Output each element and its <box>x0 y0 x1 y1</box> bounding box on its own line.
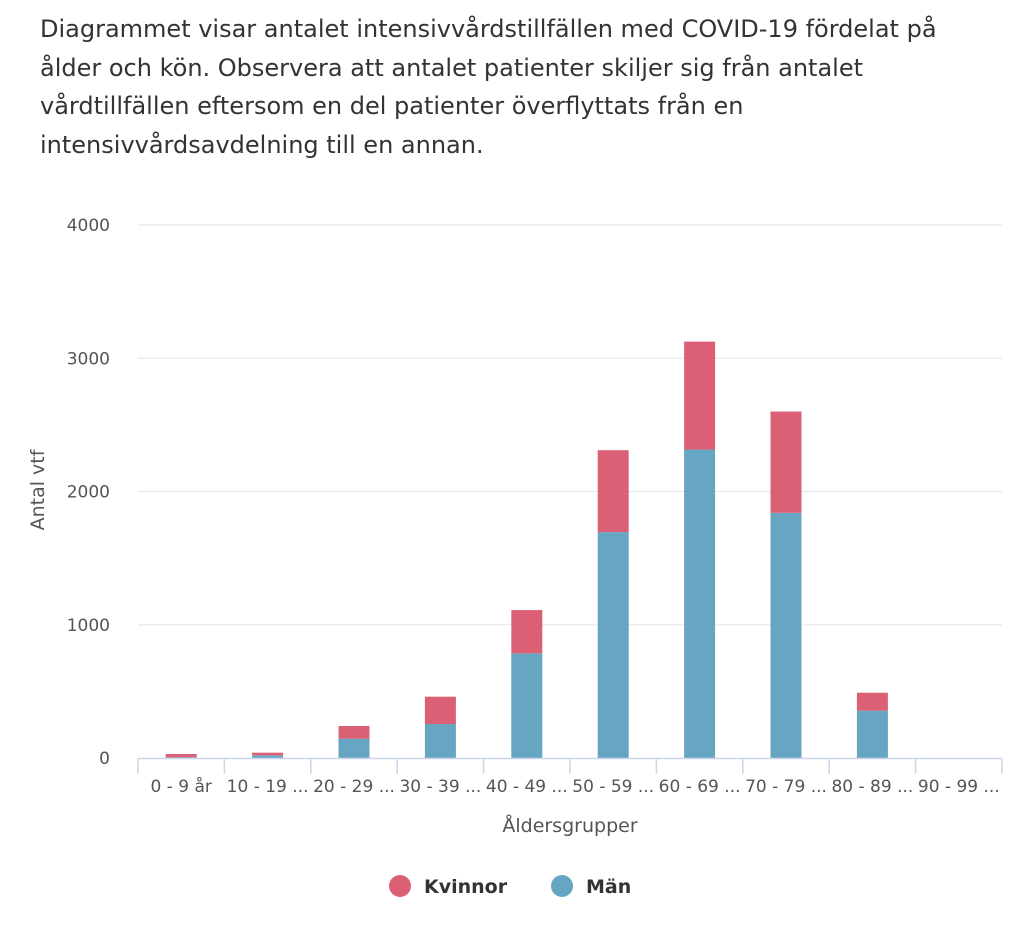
x-tick-label: 70 - 79 ... <box>745 777 827 797</box>
y-axis-tick-labels: 0 1000 2000 3000 4000 <box>67 216 110 769</box>
y-tick-label: 3000 <box>67 349 110 369</box>
bar-kvinnor-3[interactable] <box>424 696 456 725</box>
legend-item-kvinnor[interactable]: Kvinnor <box>389 875 508 898</box>
x-tick-label: 0 - 9 år <box>151 776 212 797</box>
bar-kvinnor-2[interactable] <box>338 726 370 739</box>
x-tick-label: 20 - 29 ... <box>313 777 395 797</box>
y-tick-label: 2000 <box>67 483 110 503</box>
bar-kvinnor-6[interactable] <box>684 341 716 450</box>
bar-män-3[interactable] <box>424 724 456 758</box>
x-tick-label: 60 - 69 ... <box>659 777 741 797</box>
bar-män-0[interactable] <box>165 757 197 758</box>
x-tick-label: 90 - 99 ... <box>918 777 1000 797</box>
legend-swatch <box>551 875 573 897</box>
y-tick-label: 4000 <box>67 216 110 236</box>
bar-kvinnor-0[interactable] <box>165 754 197 758</box>
gridlines <box>138 224 1002 626</box>
bar-män-7[interactable] <box>770 512 802 758</box>
x-tick-label: 50 - 59 ... <box>572 777 654 797</box>
x-axis: 0 - 9 år 10 - 19 ... 20 - 29 ... 30 - 39 ..… <box>137 757 1003 797</box>
bar-kvinnor-4[interactable] <box>511 610 543 654</box>
bar-kvinnor-1[interactable] <box>252 752 284 756</box>
legend-label: Kvinnor <box>424 876 508 898</box>
bar-män-5[interactable] <box>597 532 629 758</box>
bar-män-4[interactable] <box>511 653 543 758</box>
bar-kvinnor-5[interactable] <box>597 450 629 533</box>
y-axis-title: Antal vtf <box>27 448 49 530</box>
legend: Kvinnor Män <box>389 875 631 898</box>
y-tick-label: 0 <box>99 749 110 769</box>
bar-kvinnor-8[interactable] <box>856 692 888 711</box>
bars[interactable] <box>165 341 888 758</box>
legend-item-män[interactable]: Män <box>551 875 631 898</box>
x-tick-label: 30 - 39 ... <box>399 777 481 797</box>
y-tick-label: 1000 <box>67 616 110 636</box>
legend-swatch <box>389 875 411 897</box>
bar-män-6[interactable] <box>684 449 716 758</box>
x-axis-title: Åldersgrupper <box>502 814 637 837</box>
x-tick-label: 40 - 49 ... <box>486 777 568 797</box>
bar-kvinnor-7[interactable] <box>770 411 802 513</box>
x-tick-label: 10 - 19 ... <box>227 777 309 797</box>
legend-label: Män <box>586 876 631 898</box>
x-tick-label: 80 - 89 ... <box>831 777 913 797</box>
bar-män-8[interactable] <box>856 710 888 758</box>
chart-description: Diagrammet visar antalet intensivvårdsti… <box>40 15 937 159</box>
bar-män-2[interactable] <box>338 738 370 758</box>
bar-män-1[interactable] <box>252 755 284 758</box>
